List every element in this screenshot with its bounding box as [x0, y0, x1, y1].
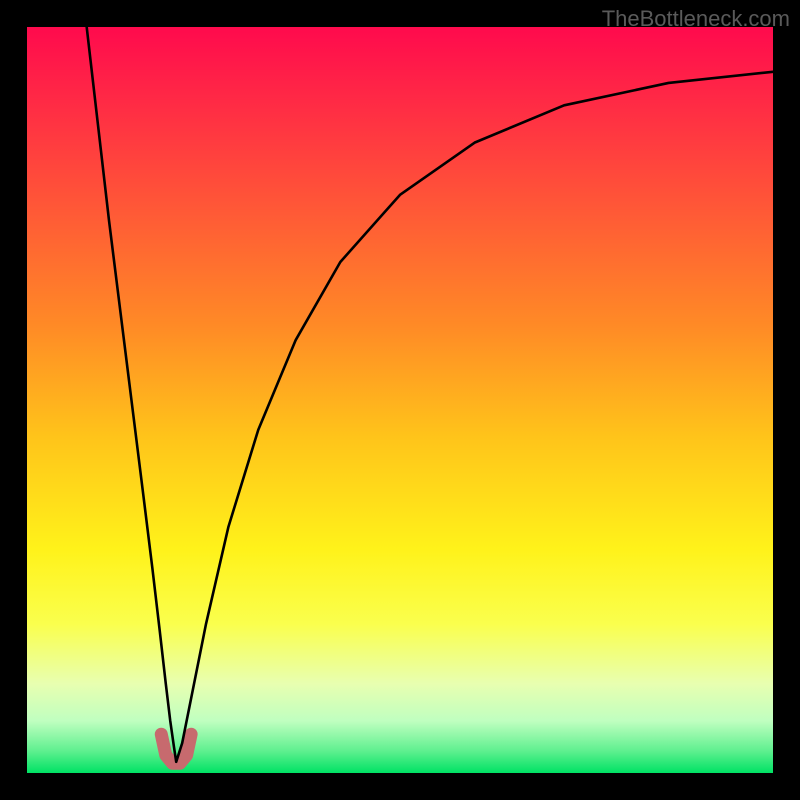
- chart-svg: [0, 0, 800, 800]
- plot-background: [27, 27, 773, 773]
- watermark-text: TheBottleneck.com: [602, 6, 790, 32]
- chart-frame: TheBottleneck.com: [0, 0, 800, 800]
